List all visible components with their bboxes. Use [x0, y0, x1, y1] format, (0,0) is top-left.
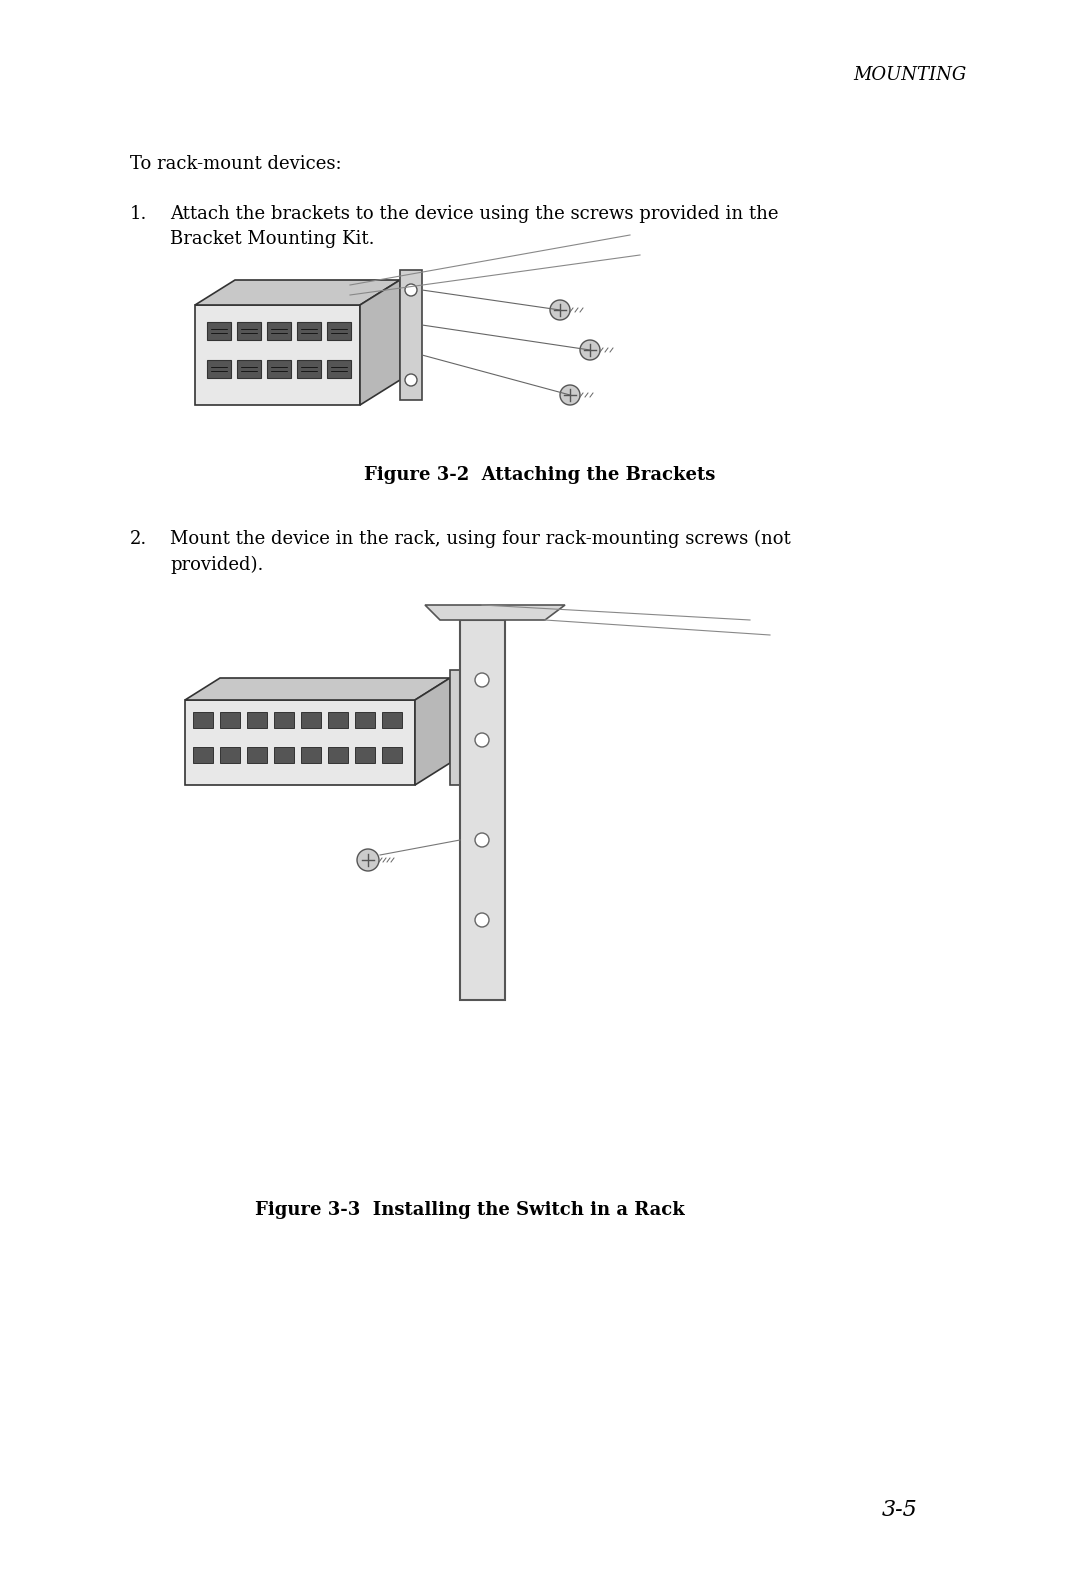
Bar — [355, 747, 375, 763]
Bar — [301, 747, 321, 763]
Bar — [382, 747, 402, 763]
Bar — [328, 747, 348, 763]
Bar — [220, 747, 240, 763]
Polygon shape — [400, 270, 422, 400]
Text: 1.: 1. — [130, 206, 147, 223]
Circle shape — [475, 733, 489, 747]
Text: 3-5: 3-5 — [882, 1499, 918, 1521]
Bar — [237, 360, 261, 378]
Circle shape — [475, 674, 489, 688]
Circle shape — [475, 834, 489, 846]
Circle shape — [561, 385, 580, 405]
Bar — [274, 747, 294, 763]
Text: MOUNTING: MOUNTING — [853, 66, 967, 85]
Polygon shape — [195, 305, 360, 405]
Bar — [247, 747, 267, 763]
Bar — [193, 747, 213, 763]
Text: Figure 3-3  Installing the Switch in a Rack: Figure 3-3 Installing the Switch in a Ra… — [255, 1201, 685, 1218]
Bar — [301, 713, 321, 728]
Bar — [237, 322, 261, 341]
Bar — [207, 322, 231, 341]
Text: 2.: 2. — [130, 531, 147, 548]
Circle shape — [405, 284, 417, 297]
Bar — [327, 322, 351, 341]
Bar — [220, 713, 240, 728]
Bar — [274, 713, 294, 728]
Circle shape — [357, 849, 379, 871]
Polygon shape — [450, 670, 470, 785]
Text: Attach the brackets to the device using the screws provided in the
Bracket Mount: Attach the brackets to the device using … — [170, 206, 779, 248]
Bar — [355, 713, 375, 728]
Bar — [328, 713, 348, 728]
Polygon shape — [195, 279, 400, 305]
Bar — [267, 322, 291, 341]
Polygon shape — [426, 604, 565, 620]
Bar — [297, 360, 321, 378]
Circle shape — [405, 374, 417, 386]
Polygon shape — [415, 678, 450, 785]
Bar — [327, 360, 351, 378]
Circle shape — [475, 914, 489, 926]
Text: Mount the device in the rack, using four rack-mounting screws (not
provided).: Mount the device in the rack, using four… — [170, 531, 791, 573]
Circle shape — [580, 341, 600, 360]
Polygon shape — [185, 700, 415, 785]
Bar — [382, 713, 402, 728]
Text: Figure 3-2  Attaching the Brackets: Figure 3-2 Attaching the Brackets — [364, 466, 716, 484]
Bar — [267, 360, 291, 378]
Circle shape — [550, 300, 570, 320]
Polygon shape — [360, 279, 400, 405]
Polygon shape — [185, 678, 450, 700]
Bar — [207, 360, 231, 378]
Bar — [460, 620, 505, 1000]
Bar — [297, 322, 321, 341]
Text: To rack-mount devices:: To rack-mount devices: — [130, 155, 341, 173]
Bar — [247, 713, 267, 728]
Bar — [193, 713, 213, 728]
